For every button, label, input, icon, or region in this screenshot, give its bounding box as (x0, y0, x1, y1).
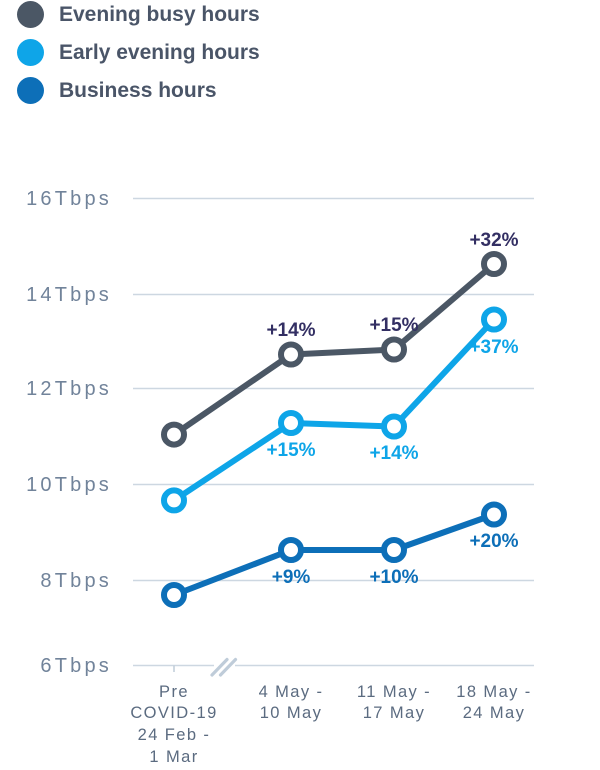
svg-text:+20%: +20% (469, 531, 518, 552)
svg-text:16Tbps: 16Tbps (26, 188, 112, 210)
svg-text:+37%: +37% (469, 337, 518, 358)
svg-text:11 May -: 11 May - (357, 683, 431, 701)
svg-text:+15%: +15% (369, 315, 418, 336)
svg-text:14Tbps: 14Tbps (26, 284, 112, 306)
svg-text:18 May -: 18 May - (456, 683, 531, 701)
svg-text:+9%: +9% (272, 567, 311, 588)
svg-text:24 Feb -: 24 Feb - (138, 726, 211, 744)
svg-text:1 Mar: 1 Mar (149, 748, 198, 766)
svg-text:6Tbps: 6Tbps (40, 655, 112, 677)
svg-text:+15%: +15% (266, 440, 315, 461)
svg-text:8Tbps: 8Tbps (40, 570, 112, 592)
svg-text:+10%: +10% (369, 567, 418, 588)
svg-text:24 May: 24 May (463, 704, 526, 722)
svg-text:12Tbps: 12Tbps (26, 378, 112, 400)
svg-text:COVID-19: COVID-19 (130, 704, 217, 722)
svg-text:Pre: Pre (159, 683, 189, 701)
svg-text:10 May: 10 May (260, 704, 323, 722)
svg-text:+14%: +14% (369, 443, 418, 464)
svg-text:+32%: +32% (469, 230, 518, 251)
svg-text:10Tbps: 10Tbps (26, 474, 112, 496)
svg-text:17 May: 17 May (363, 704, 426, 722)
svg-text:+14%: +14% (266, 320, 315, 341)
svg-text:4 May -: 4 May - (259, 683, 324, 701)
